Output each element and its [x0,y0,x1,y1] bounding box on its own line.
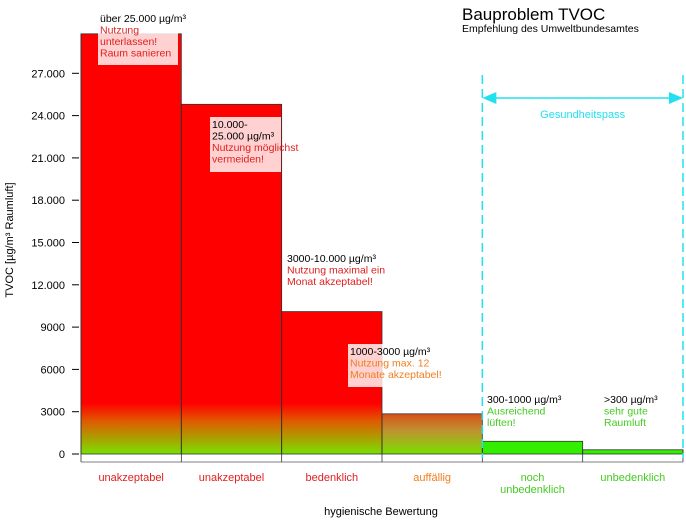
bar-range-label: 1000-3000 µg/m³ [350,346,431,358]
y-tick-label: 9000 [41,322,65,334]
bar-note-label: Nutzung möglichst [212,142,298,154]
x-category-label: auffällig [413,472,451,484]
annotation-label: Gesundheitspass [540,109,625,121]
bar-note-label: Ausreichend [487,406,546,418]
x-category-label: unbedenklich [600,472,665,484]
y-tick-label: 15.000 [31,238,65,250]
bar-label-background [348,344,458,387]
bar-label-background [210,117,281,172]
bar-gradient-overlay [281,403,382,454]
bar-range-label: >300 µg/m³ [604,394,658,406]
bar-note-label: unterlassen! [100,36,157,48]
bar-gradient-overlay [382,413,483,454]
bar [482,441,583,454]
bar [81,33,182,454]
y-tick-label: 18.000 [31,195,65,207]
bar-note-label: Nutzung maximal ein [287,265,385,277]
y-tick-label: 21.000 [31,153,65,165]
bar-label-background [98,11,178,65]
x-axis-categories: unakzeptabel unakzeptabel bedenklich auffäl… [98,472,665,496]
y-axis-ticks: 0 3000 6000 9000 12.000 15.000 18.000 21.000 24.… [31,68,79,461]
x-category-label: unakzeptabel [199,472,264,484]
chart-title: Bauproblem TVOC [462,5,605,24]
y-tick-label: 6000 [41,364,65,376]
bar-range-label: 10.000- [212,119,248,131]
bar-note-label: lüften! [487,417,516,429]
x-axis-label: hygienische Bewertung [324,506,438,518]
y-tick-label: 0 [59,449,65,461]
bars [80,33,684,463]
bar-note-label: Monate akzeptabel! [350,369,442,381]
x-category-label: unbedenklich [500,484,565,496]
bar-range-label: 300-1000 µg/m³ [487,394,562,406]
y-axis-label: TVOC [µg/m³ Raumluft] [4,182,16,297]
bar-gradient-overlay [181,403,282,454]
x-category-label: unakzeptabel [98,472,163,484]
bar-note-label: Nutzung max. 12 [350,358,430,370]
x-category-label: bedenklich [306,472,359,484]
chart-subtitle: Empfehlung des Umweltbundesamtes [462,23,639,35]
bar-note-label: Raum sanieren [100,48,171,60]
bar-gradient-overlay [81,403,182,454]
annotation-arrow-left [482,92,497,104]
y-tick-label: 24.000 [31,111,65,123]
gesundheitspass-annotation: Gesundheitspass [481,75,684,458]
bar-note-label: vermeiden! [212,154,264,166]
bar-note-label: Nutzung [100,25,139,37]
bar-note-label: sehr gute [604,406,648,418]
y-tick-label: 12.000 [31,280,65,292]
y-tick-label: 27.000 [31,68,65,80]
y-tick-label: 3000 [41,407,65,419]
bar-note-label: Monat akzeptabel! [287,276,373,288]
bar [582,449,683,454]
bar-range-label: 25.000 µg/m³ [212,131,275,143]
annotation-arrow-right [669,92,683,104]
bar-note-label: Raumluft [604,417,646,429]
x-category-label: noch [521,472,545,484]
bar-labels: über 25.000 µg/m³Nutzungunterlassen!Raum… [98,11,658,429]
bar-range-label: 3000-10.000 µg/m³ [287,253,376,265]
bar-range-label: über 25.000 µg/m³ [100,13,187,25]
